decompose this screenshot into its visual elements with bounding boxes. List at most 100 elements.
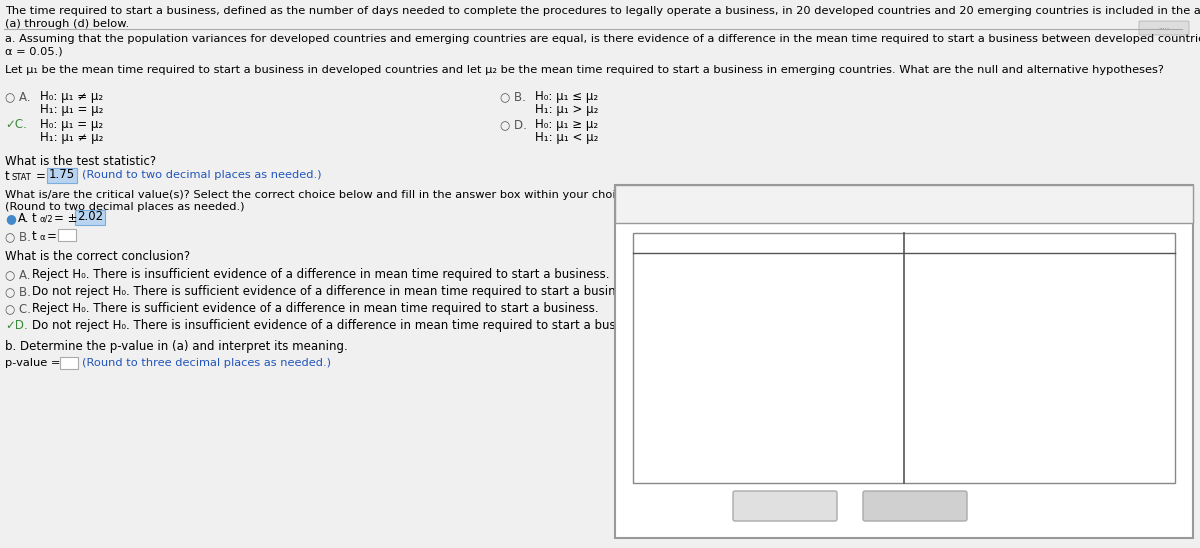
FancyBboxPatch shape bbox=[733, 491, 838, 521]
Bar bbox=[616, 185, 1193, 538]
Text: What is the test statistic?: What is the test statistic? bbox=[5, 155, 156, 168]
Text: Let μ₁ be the mean time required to start a business in developed countries and : Let μ₁ be the mean time required to star… bbox=[5, 65, 1164, 75]
Text: 17: 17 bbox=[821, 305, 835, 318]
Text: 7: 7 bbox=[706, 443, 713, 456]
Text: H₀: μ₁ ≥ μ₂: H₀: μ₁ ≥ μ₂ bbox=[535, 118, 598, 131]
Text: Do not reject H₀. There is sufficient evidence of a difference in mean time requ: Do not reject H₀. There is sufficient ev… bbox=[32, 285, 638, 298]
Text: α: α bbox=[38, 233, 44, 242]
Text: Developed Countries (days): Developed Countries (days) bbox=[677, 238, 860, 251]
Text: H₀: μ₁ ≤ μ₂: H₀: μ₁ ≤ μ₂ bbox=[535, 90, 598, 103]
Text: ○ A.: ○ A. bbox=[5, 90, 30, 103]
Text: Do not reject H₀. There is insufficient evidence of a difference in mean time re: Do not reject H₀. There is insufficient … bbox=[32, 319, 649, 332]
Text: H₁: μ₁ ≠ μ₂: H₁: μ₁ ≠ μ₂ bbox=[40, 131, 103, 144]
Text: 10: 10 bbox=[821, 282, 835, 295]
Text: 16: 16 bbox=[1092, 397, 1106, 410]
Text: 7: 7 bbox=[1096, 351, 1103, 364]
Text: Done: Done bbox=[898, 499, 932, 512]
Text: 15: 15 bbox=[1092, 282, 1106, 295]
Text: 29: 29 bbox=[701, 397, 716, 410]
Text: 26: 26 bbox=[821, 420, 835, 433]
Text: (Round to two decimal places as needed.): (Round to two decimal places as needed.) bbox=[5, 202, 245, 212]
Text: 115: 115 bbox=[697, 282, 720, 295]
Text: ✓C.: ✓C. bbox=[5, 118, 26, 131]
Text: p-value =: p-value = bbox=[5, 358, 60, 368]
Text: b. Determine the p-value in (a) and interpret its meaning.: b. Determine the p-value in (a) and inte… bbox=[5, 340, 348, 353]
Text: 3: 3 bbox=[976, 466, 984, 479]
Text: ○ A.: ○ A. bbox=[5, 268, 30, 281]
Text: 29: 29 bbox=[1092, 259, 1106, 272]
Text: t: t bbox=[32, 230, 37, 243]
Text: ○ B.: ○ B. bbox=[5, 285, 31, 298]
Text: ⊡: ⊡ bbox=[1153, 238, 1162, 248]
Text: STAT: STAT bbox=[12, 173, 31, 182]
Text: α/2: α/2 bbox=[38, 215, 53, 224]
Text: 10: 10 bbox=[821, 397, 835, 410]
Text: Number of days to start a business: Number of days to start a business bbox=[630, 194, 947, 212]
FancyBboxPatch shape bbox=[1139, 21, 1189, 35]
Text: 7: 7 bbox=[976, 374, 984, 387]
Text: =: = bbox=[47, 230, 56, 243]
Text: Emerging Countries (days): Emerging Countries (days) bbox=[941, 238, 1118, 251]
Text: H₁: μ₁ < μ₂: H₁: μ₁ < μ₂ bbox=[535, 131, 599, 144]
Bar bbox=[634, 233, 1175, 483]
Bar bbox=[60, 357, 78, 369]
Text: 14: 14 bbox=[1092, 328, 1106, 341]
Text: 22: 22 bbox=[1092, 374, 1106, 387]
Text: ○ D.: ○ D. bbox=[500, 118, 527, 131]
Text: (a) through (d) below.: (a) through (d) below. bbox=[5, 19, 130, 29]
Text: ○ B.: ○ B. bbox=[5, 230, 31, 243]
Text: 21: 21 bbox=[972, 443, 988, 456]
Text: The time required to start a business, defined as the number of days needed to c: The time required to start a business, d… bbox=[5, 6, 1200, 16]
Text: 16: 16 bbox=[821, 443, 835, 456]
Text: =: = bbox=[36, 170, 46, 183]
Text: 30: 30 bbox=[821, 259, 835, 272]
Text: ○ B.: ○ B. bbox=[500, 90, 526, 103]
Text: A.: A. bbox=[18, 212, 30, 225]
Text: What is/are the critical value(s)? Select the correct choice below and fill in t: What is/are the critical value(s)? Selec… bbox=[5, 190, 632, 200]
Text: t: t bbox=[5, 170, 10, 183]
Text: 6: 6 bbox=[706, 374, 713, 387]
Text: What is the correct conclusion?: What is the correct conclusion? bbox=[5, 250, 190, 263]
Text: 1.75: 1.75 bbox=[49, 168, 76, 181]
Text: 7: 7 bbox=[1096, 420, 1103, 433]
Text: t: t bbox=[32, 212, 37, 225]
Text: 14: 14 bbox=[972, 397, 988, 410]
Text: 7: 7 bbox=[976, 420, 984, 433]
Bar bbox=[616, 185, 1193, 223]
Text: 8: 8 bbox=[706, 466, 713, 479]
Text: Reject H₀. There is insufficient evidence of a difference in mean time required : Reject H₀. There is insufficient evidenc… bbox=[32, 268, 610, 281]
FancyBboxPatch shape bbox=[47, 168, 77, 183]
Text: ✓D.: ✓D. bbox=[5, 319, 28, 332]
Text: H₀: μ₁ = μ₂: H₀: μ₁ = μ₂ bbox=[40, 118, 103, 131]
Text: 10: 10 bbox=[1092, 466, 1106, 479]
Text: 2: 2 bbox=[1096, 443, 1103, 456]
Text: 22: 22 bbox=[972, 282, 988, 295]
Text: H₁: μ₁ > μ₂: H₁: μ₁ > μ₂ bbox=[535, 103, 599, 116]
Text: 11: 11 bbox=[821, 374, 835, 387]
Text: = ±: = ± bbox=[54, 212, 78, 225]
FancyBboxPatch shape bbox=[863, 491, 967, 521]
Text: 12: 12 bbox=[972, 351, 988, 364]
Text: 19: 19 bbox=[821, 328, 835, 341]
Text: —: — bbox=[1138, 193, 1152, 207]
Text: 6: 6 bbox=[976, 305, 984, 318]
Text: 3: 3 bbox=[976, 259, 984, 272]
Text: 33: 33 bbox=[702, 328, 716, 341]
Text: 6: 6 bbox=[706, 420, 713, 433]
Text: a. Assuming that the population variances for developed countries and emerging c: a. Assuming that the population variance… bbox=[5, 34, 1200, 44]
Text: (Round to three decimal places as needed.): (Round to three decimal places as needed… bbox=[82, 358, 331, 368]
Text: 24: 24 bbox=[821, 466, 835, 479]
Text: Reject H₀. There is sufficient evidence of a difference in mean time required to: Reject H₀. There is sufficient evidence … bbox=[32, 302, 599, 315]
Text: 8: 8 bbox=[706, 351, 713, 364]
Text: 29: 29 bbox=[821, 351, 835, 364]
Text: .....: ..... bbox=[1158, 24, 1170, 30]
Text: Print: Print bbox=[769, 499, 800, 512]
Text: H₀: μ₁ ≠ μ₂: H₀: μ₁ ≠ μ₂ bbox=[40, 90, 103, 103]
Text: 6: 6 bbox=[976, 328, 984, 341]
Text: ○ C.: ○ C. bbox=[5, 302, 31, 315]
Text: ✕: ✕ bbox=[1165, 193, 1177, 207]
Text: H₁: μ₁ = μ₂: H₁: μ₁ = μ₂ bbox=[40, 103, 103, 116]
Text: 17: 17 bbox=[1092, 305, 1106, 318]
Text: α = 0.05.): α = 0.05.) bbox=[5, 47, 62, 57]
Text: 2.02: 2.02 bbox=[77, 210, 103, 224]
